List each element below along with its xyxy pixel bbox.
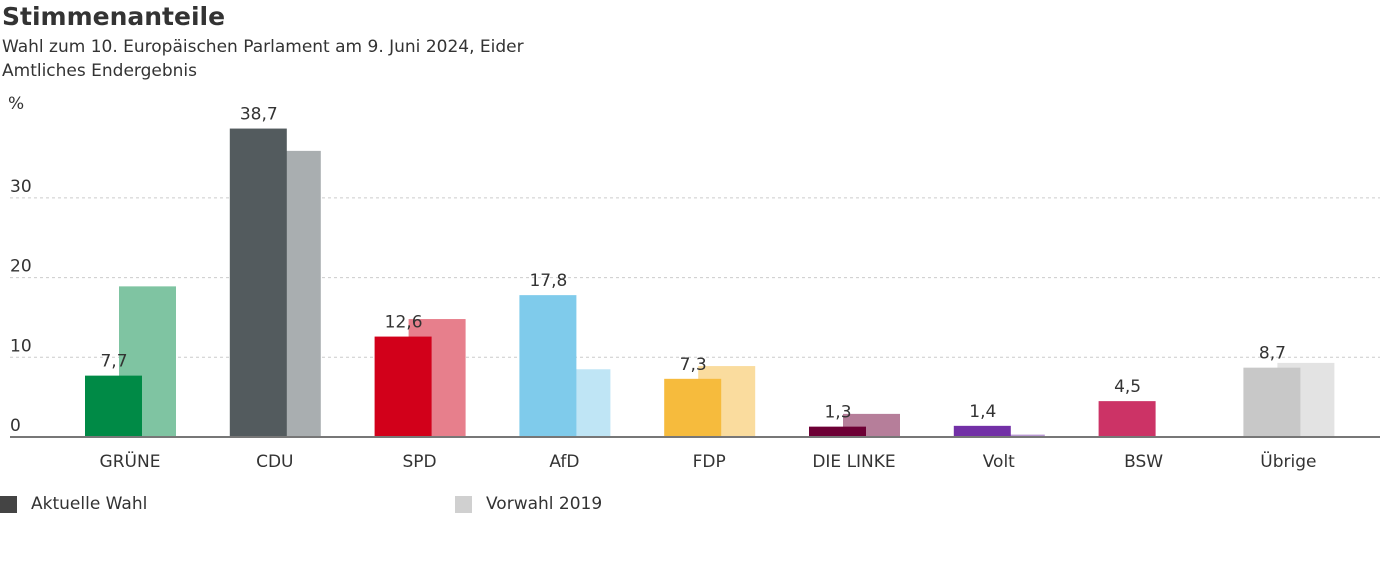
legend-item-previous: Vorwahl 2019: [455, 494, 602, 514]
bar-current-0: [85, 375, 142, 437]
bar-current-8: [1243, 367, 1301, 437]
chart-title: Stimmenanteile: [2, 2, 226, 31]
legend-swatch-previous: [455, 495, 472, 513]
y-tick-label: 10: [10, 336, 32, 356]
x-tick-label: BSW: [1124, 452, 1163, 472]
bar-current-5: [809, 426, 866, 437]
data-label: 7,7: [100, 352, 127, 372]
x-tick-label: SPD: [403, 452, 437, 472]
data-label: 17,8: [529, 271, 567, 291]
data-label: 1,4: [969, 402, 996, 422]
x-tick-label: CDU: [256, 452, 293, 472]
x-tick-label: GRÜNE: [100, 450, 161, 472]
bar-current-2: [374, 336, 432, 437]
data-label: 7,3: [680, 355, 707, 375]
bar-chart: % 0 10 20 30 7,7 GRÜNE 38,7 CDU 12,6 SPD 17,8 AfD 7,3…: [8, 94, 1380, 472]
data-label: 12,6: [385, 313, 423, 333]
y-tick-label: 20: [10, 257, 32, 277]
x-tick-label: DIE LINKE: [812, 452, 895, 472]
data-label: 38,7: [240, 105, 278, 125]
bar-current-7: [1098, 401, 1156, 437]
data-label: 8,7: [1259, 344, 1286, 364]
y-axis-label: %: [8, 94, 24, 114]
bar-current-4: [664, 378, 722, 437]
x-tick-label: Übrige: [1260, 450, 1316, 472]
data-label: 1,3: [824, 403, 851, 423]
legend-swatch-current: [0, 495, 17, 513]
x-tick-label: Volt: [983, 452, 1015, 472]
y-tick-label: 30: [10, 177, 32, 197]
y-tick-label: 0: [10, 416, 21, 436]
legend-item-current: Aktuelle Wahl: [0, 494, 147, 514]
data-label: 4,5: [1114, 377, 1141, 397]
chart-subtitle: Wahl zum 10. Europäischen Parlament am 9…: [2, 37, 524, 57]
legend-label-current: Aktuelle Wahl: [31, 494, 148, 514]
bar-previous-6: [987, 434, 1045, 437]
bar-current-3: [519, 295, 577, 437]
x-tick-label: AfD: [549, 452, 579, 472]
chart-subtitle-2: Amtliches Endergebnis: [2, 61, 197, 81]
x-tick-label: FDP: [693, 452, 726, 472]
legend-label-previous: Vorwahl 2019: [486, 494, 603, 514]
bar-current-1: [229, 128, 287, 437]
bar-current-6: [953, 425, 1011, 437]
